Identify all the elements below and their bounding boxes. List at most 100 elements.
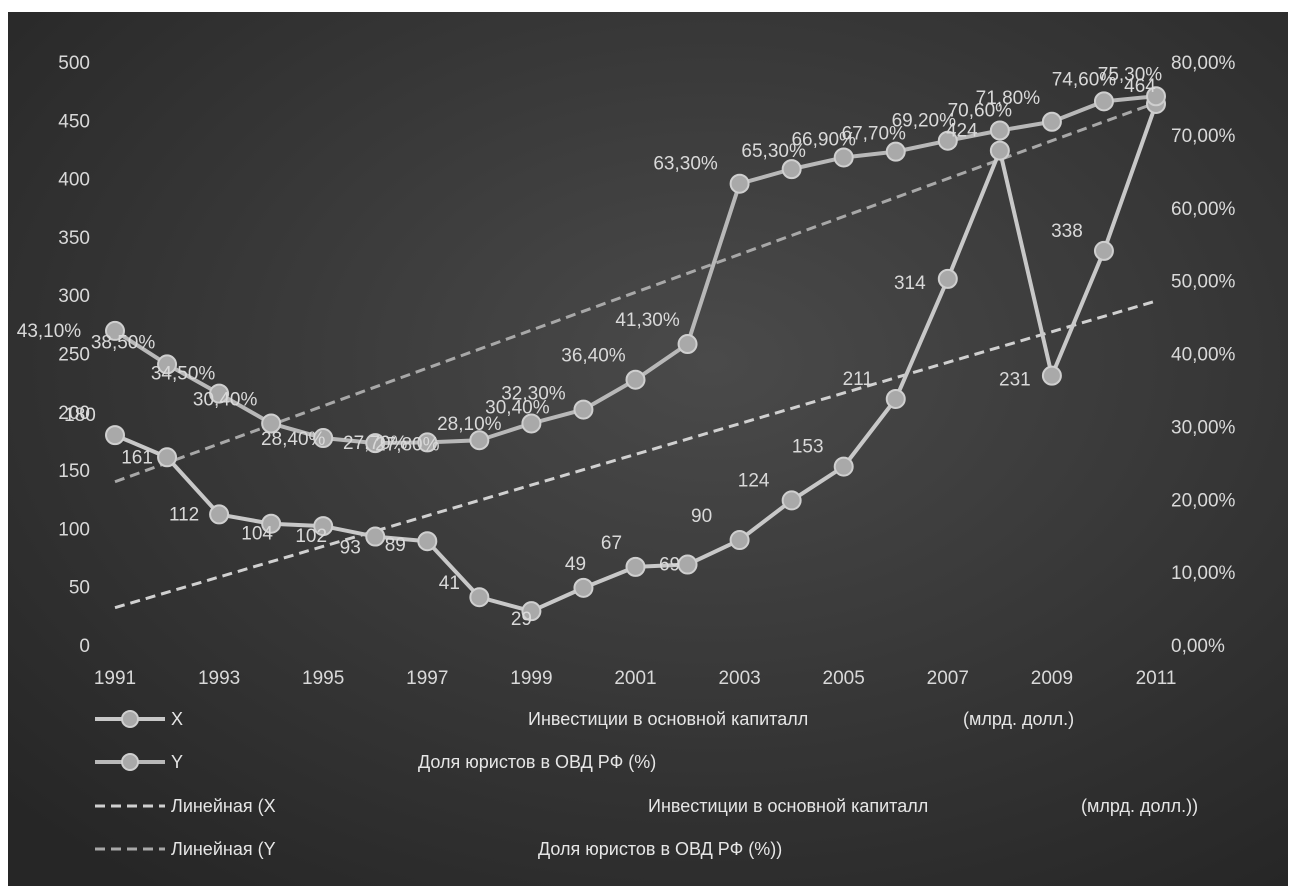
- data-label-x-2002: 69: [659, 555, 680, 576]
- data-label-x-2010: 338: [1051, 221, 1083, 242]
- legend-entry-2: Линейная (X Инвестиции в основной капитал…: [95, 796, 1198, 816]
- y-right-tick-2: 20,00%: [1171, 490, 1236, 511]
- legend: X Инвестиции в основной капиталл (млрд. до…: [95, 709, 1198, 859]
- data-point-y-1997: [417, 432, 438, 453]
- data-point-y-2002: [677, 334, 698, 355]
- data-label-x-1996: 93: [340, 538, 361, 559]
- y-right-tick-1: 10,00%: [1171, 563, 1236, 584]
- data-label-x-1997: 89: [385, 535, 406, 556]
- y-left-tick-100: 100: [58, 519, 90, 540]
- data-point-x-2003: [729, 530, 750, 551]
- data-point-x-1996: [365, 526, 386, 547]
- data-point-x-2000: [573, 577, 594, 598]
- data-point-y-2001: [625, 369, 646, 390]
- trendline-x: [114, 299, 1157, 610]
- data-label-x-2005: 153: [792, 437, 824, 458]
- y-left-tick-250: 250: [58, 345, 90, 366]
- data-label-x-1995: 102: [295, 526, 327, 547]
- data-label-y-2011: 75,30%: [1098, 64, 1163, 85]
- data-label-x-1991: 180: [64, 405, 96, 426]
- data-point-x-1993: [209, 504, 230, 525]
- data-label-y-1995: 28,40%: [261, 429, 326, 450]
- x-tick-2007: 2007: [927, 668, 969, 689]
- legend-swatch-marker: [121, 710, 139, 728]
- x-tick-2003: 2003: [718, 668, 760, 689]
- data-label-x-2009: 231: [999, 370, 1031, 391]
- data-label-y-1994: 30,40%: [193, 389, 258, 410]
- data-point-y-2011: [1146, 86, 1166, 107]
- data-point-x-1995: [313, 516, 334, 537]
- data-point-x-1998: [469, 587, 490, 608]
- x-tick-2001: 2001: [614, 668, 656, 689]
- data-point-x-1994: [261, 513, 282, 534]
- chart-background: [8, 12, 1288, 886]
- data-point-y-2009: [1041, 111, 1062, 132]
- x-tick-1993: 1993: [198, 668, 240, 689]
- y-left-tick-300: 300: [58, 286, 90, 307]
- data-label-x-2011: 464: [1124, 76, 1156, 97]
- data-label-x-2008: 424: [946, 121, 978, 142]
- data-label-y-2007: 69,20%: [892, 111, 957, 132]
- data-point-y-1999: [521, 413, 542, 434]
- y-left-tick-0: 0: [79, 636, 90, 657]
- y-left-tick-500: 500: [58, 53, 90, 74]
- axis-tick-layer: 0 50 100 150 200 250 300 350 400 450 500 0,00% 10,00…: [58, 53, 1235, 689]
- legend-series-desc: Доля юристов в ОВД РФ (%): [418, 752, 656, 772]
- x-tick-2005: 2005: [823, 668, 865, 689]
- chart-svg: 180 161 112 104 102 93 89 41 29 49 67 69 90 124 153 211…: [8, 12, 1288, 886]
- data-label-y-1996: 27,70%: [343, 433, 408, 454]
- data-label-x-1998: 41: [439, 573, 460, 594]
- series-layer: [105, 86, 1166, 622]
- data-label-y-2008: 70,60%: [948, 101, 1013, 122]
- legend-series-name: Y: [171, 752, 183, 772]
- data-point-y-2005: [833, 147, 854, 168]
- data-label-x-1994: 104: [241, 524, 273, 545]
- x-tick-1999: 1999: [510, 668, 552, 689]
- data-label-x-2003: 90: [691, 506, 712, 527]
- data-label-y-1993: 34,50%: [151, 364, 216, 385]
- data-label-layer: 180 161 112 104 102 93 89 41 29 49 67 69 90 124 153 211…: [17, 64, 1163, 630]
- data-label-y-2005: 66,90%: [791, 129, 856, 150]
- data-label-x-1992: 161: [121, 447, 153, 468]
- data-point-x-2008: [989, 140, 1010, 161]
- legend-series-desc: Инвестиции в основной капиталл: [648, 796, 928, 816]
- y-right-tick-7: 70,00%: [1171, 126, 1236, 147]
- data-label-x-2007: 314: [894, 273, 926, 294]
- legend-series-desc: Инвестиции в основной капиталл: [528, 709, 808, 729]
- data-label-x-2006: 211: [843, 369, 873, 390]
- data-label-y-1999: 30,40%: [485, 397, 550, 418]
- data-point-y-2000: [573, 399, 594, 420]
- y-left-tick-150: 150: [58, 461, 90, 482]
- legend-series-name: Линейная (Y: [171, 839, 276, 859]
- data-point-x-1991: [105, 425, 125, 446]
- data-label-x-1999: 29: [511, 609, 532, 630]
- legend-entry-3: Линейная (Y Доля юристов в ОВД РФ (%)): [95, 839, 782, 859]
- x-tick-2009: 2009: [1031, 668, 1073, 689]
- data-point-x-2001: [625, 556, 646, 577]
- x-tick-1997: 1997: [406, 668, 448, 689]
- data-label-y-2002: 41,30%: [615, 310, 680, 331]
- data-label-y-2010: 74,60%: [1052, 69, 1117, 90]
- x-tick-1995: 1995: [302, 668, 344, 689]
- data-label-x-2000: 49: [565, 554, 586, 575]
- legend-series-name: X: [171, 709, 183, 729]
- data-point-x-2007: [937, 268, 958, 289]
- y-left-tick-50: 50: [69, 578, 90, 599]
- x-tick-2011: 2011: [1136, 668, 1177, 689]
- data-point-x-2006: [885, 388, 906, 409]
- data-point-y-2006: [885, 141, 906, 162]
- legend-series-desc: Доля юристов в ОВД РФ (%)): [538, 839, 782, 859]
- data-point-x-1999: [521, 601, 542, 622]
- data-label-y-1991: 43,10%: [17, 321, 82, 342]
- legend-series-unit: (млрд. долл.)): [1081, 796, 1198, 816]
- y-right-tick-3: 30,00%: [1171, 417, 1236, 438]
- chart-frame: 180 161 112 104 102 93 89 41 29 49 67 69 90 124 153 211…: [8, 12, 1288, 886]
- y-right-tick-5: 50,00%: [1171, 272, 1236, 293]
- data-label-y-2006: 67,70%: [842, 124, 907, 145]
- data-point-x-2004: [781, 490, 802, 511]
- data-point-y-1994: [261, 413, 282, 434]
- data-point-x-2009: [1041, 365, 1062, 386]
- data-label-y-2009: 71,80%: [976, 88, 1041, 109]
- y-right-tick-4: 40,00%: [1171, 345, 1236, 366]
- data-point-y-2007: [937, 130, 958, 151]
